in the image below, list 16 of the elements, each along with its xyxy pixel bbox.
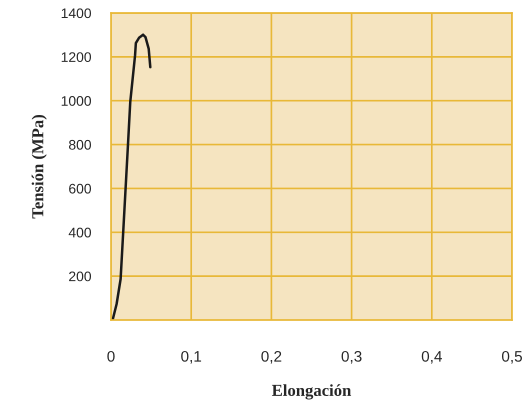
x-tick-label: 0,3 [342,350,362,364]
x-tick-label: 0 [107,350,115,362]
x-tick-label: 0,5 [502,350,522,364]
y-tick-label: 1200 [62,52,92,62]
y-tick-label: 200 [69,271,92,282]
y-tick-label: 800 [68,140,92,150]
x-axis-title: Elongación [272,384,352,400]
y-tick-label: 600 [69,184,92,194]
y-tick-label: 1400 [62,8,92,18]
line-series [111,33,152,320]
y-tick-label: 1000 [62,96,92,106]
y-tick-label: 400 [68,228,92,238]
x-tick-label: 0,1 [181,350,202,364]
x-tick-label: 0,4 [422,350,442,364]
x-tick-label: 0,2 [261,350,282,364]
y-axis-title: Tensión (MPa) [32,114,47,218]
